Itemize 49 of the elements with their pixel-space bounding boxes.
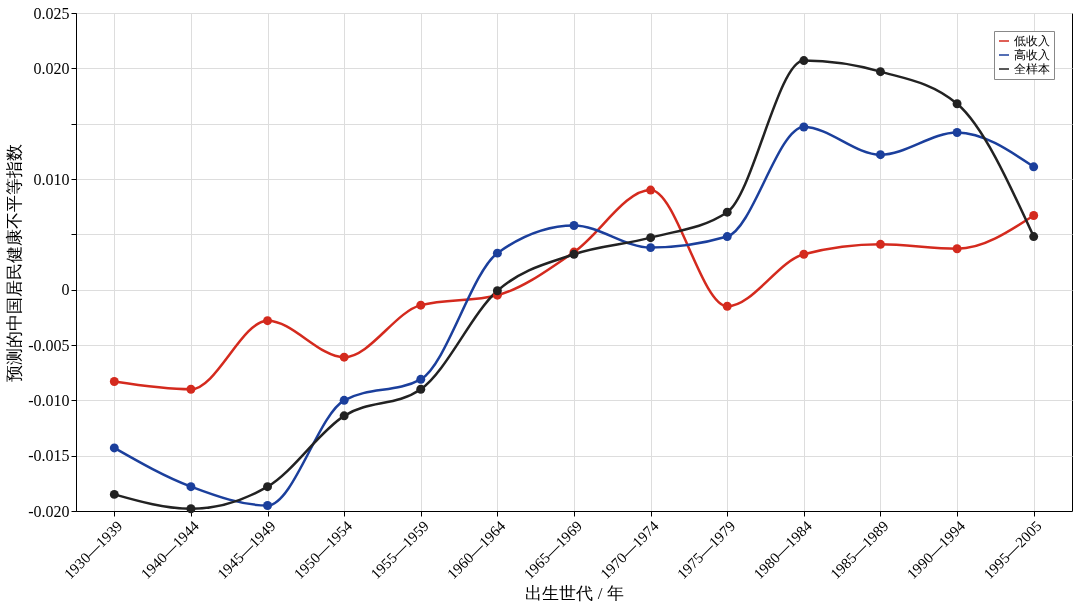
- point: [799, 122, 809, 132]
- y-tick-label: -0.015: [28, 447, 70, 465]
- point: [952, 128, 962, 137]
- point: [339, 395, 349, 405]
- point: [952, 244, 962, 254]
- legend-label: 全样本: [1014, 62, 1050, 76]
- point: [646, 185, 656, 195]
- point: [186, 504, 196, 514]
- y-tick-label: 0.010: [33, 170, 70, 188]
- point: [799, 249, 809, 259]
- y-axis-title: 预测的中国居民健康不平等指数: [5, 143, 25, 382]
- point: [875, 150, 885, 160]
- point: [1029, 211, 1039, 220]
- point: [875, 239, 885, 249]
- point: [339, 352, 349, 362]
- point: [1029, 162, 1039, 172]
- y-tick-label: -0.005: [28, 336, 70, 354]
- point: [109, 489, 119, 499]
- point: [109, 377, 119, 386]
- y-tick-label: 0.020: [33, 59, 70, 77]
- legend-label: 低收入: [1014, 34, 1050, 48]
- point: [722, 232, 732, 242]
- point: [263, 316, 273, 326]
- point: [492, 286, 502, 296]
- x-axis-title: 出生世代 / 年: [525, 584, 624, 604]
- point: [263, 482, 273, 492]
- point: [416, 300, 426, 310]
- point: [952, 99, 962, 109]
- point: [646, 233, 656, 243]
- point: [416, 384, 426, 394]
- point: [186, 384, 196, 394]
- point: [646, 243, 656, 253]
- point: [263, 501, 273, 510]
- point: [492, 248, 502, 258]
- point: [875, 67, 885, 77]
- point: [416, 374, 426, 384]
- y-tick-label: -0.010: [28, 391, 70, 409]
- point: [799, 56, 809, 66]
- point: [339, 411, 349, 421]
- y-tick-label: 0: [61, 281, 70, 299]
- point: [186, 482, 196, 492]
- y-tick-label: -0.020: [28, 502, 70, 520]
- point: [1029, 232, 1039, 242]
- point: [109, 443, 119, 453]
- y-tick-label: 0.025: [33, 4, 70, 22]
- point: [722, 301, 732, 311]
- legend-label: 高收入: [1014, 48, 1050, 62]
- point: [722, 207, 732, 217]
- point: [569, 221, 579, 230]
